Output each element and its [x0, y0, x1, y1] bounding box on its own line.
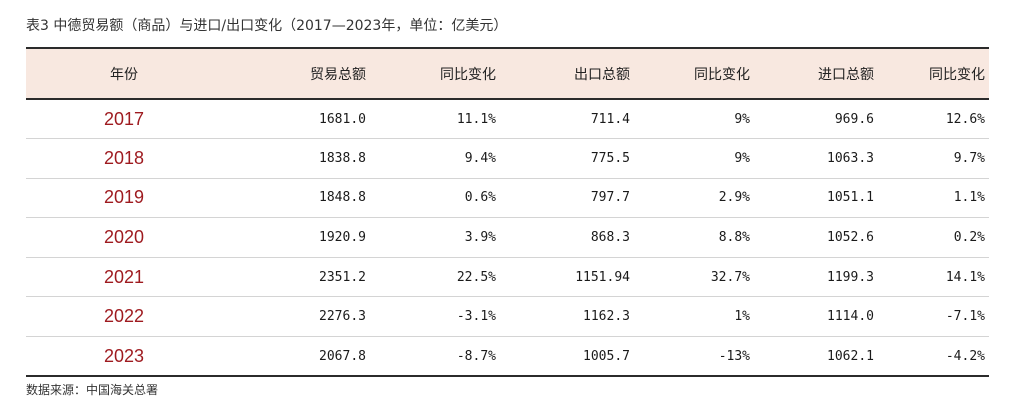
cell-import-yoy: -4.2% [945, 348, 985, 364]
cell-import-total: 1062.1 [827, 348, 874, 364]
cell-import-total: 1063.3 [827, 150, 874, 166]
cell-total-trade: 2276.3 [319, 309, 366, 325]
cell-export-total: 1151.94 [575, 269, 630, 285]
cell-import-yoy: 1.1% [953, 190, 985, 206]
cell-export-yoy: 9% [734, 111, 750, 127]
cell-total-yoy: -3.1% [456, 309, 496, 325]
cell-total-yoy: 22.5% [456, 269, 496, 285]
cell-year: 2023 [103, 345, 145, 366]
table-header-row: 年份 贸易总额 同比变化 出口总额 同比变化 进口总额 同比变化 [26, 48, 989, 99]
cell-year: 2022 [103, 306, 145, 327]
cell-import-yoy: 14.1% [945, 269, 985, 285]
table-row: 2021 2351.2 22.5% 1151.94 32.7% 1199.3 1… [26, 257, 989, 297]
cell-export-yoy: 2.9% [718, 190, 750, 206]
table-row: 2020 1920.9 3.9% 868.3 8.8% 1052.6 0.2% [26, 218, 989, 258]
cell-total-trade: 2067.8 [319, 348, 366, 364]
header-total-yoy: 同比变化 [440, 66, 496, 83]
cell-export-total: 711.4 [590, 111, 630, 127]
cell-total-trade: 2351.2 [319, 269, 366, 285]
header-total-trade: 贸易总额 [310, 66, 366, 83]
header-year: 年份 [110, 66, 138, 83]
table-row: 2018 1838.8 9.4% 775.5 9% 1063.3 9.7% [26, 139, 989, 179]
table-row: 2023 2067.8 -8.7% 1005.7 -13% 1062.1 -4.… [26, 337, 989, 377]
cell-year: 2017 [103, 108, 145, 129]
cell-import-total: 1051.1 [827, 190, 874, 206]
cell-total-yoy: 9.4% [464, 150, 496, 166]
cell-export-yoy: 1% [734, 309, 750, 325]
cell-import-total: 1199.3 [827, 269, 874, 285]
trade-table: 年份 贸易总额 同比变化 出口总额 同比变化 进口总额 同比变化 2017 16… [26, 47, 989, 377]
cell-import-yoy: 12.6% [945, 111, 985, 127]
cell-export-total: 775.5 [590, 150, 630, 166]
cell-export-total: 1005.7 [583, 348, 630, 364]
cell-total-trade: 1681.0 [319, 111, 366, 127]
header-import-yoy: 同比变化 [929, 66, 985, 83]
cell-year: 2021 [103, 266, 145, 287]
table-caption: 表3 中德贸易额（商品）与进口/出口变化（2017—2023年，单位：亿美元） [26, 18, 508, 34]
cell-import-total: 1114.0 [827, 309, 874, 325]
cell-total-trade: 1920.9 [319, 230, 366, 246]
table-row: 2017 1681.0 11.1% 711.4 9% 969.6 12.6% [26, 99, 989, 139]
cell-import-yoy: 9.7% [953, 150, 985, 166]
cell-year: 2020 [103, 227, 145, 248]
cell-year: 2019 [103, 187, 145, 208]
cell-import-total: 1052.6 [827, 230, 874, 246]
header-export-yoy: 同比变化 [694, 66, 750, 83]
cell-export-total: 868.3 [590, 230, 630, 246]
cell-export-yoy: 32.7% [710, 269, 750, 285]
cell-import-yoy: 0.2% [953, 230, 985, 246]
cell-total-trade: 1848.8 [319, 190, 366, 206]
source-note: 数据来源：中国海关总署 [26, 383, 159, 397]
header-export-total: 出口总额 [574, 66, 630, 83]
cell-year: 2018 [103, 147, 145, 168]
cell-total-yoy: 0.6% [464, 190, 496, 206]
cell-total-yoy: -8.7% [456, 348, 496, 364]
cell-total-yoy: 3.9% [464, 230, 496, 246]
cell-total-yoy: 11.1% [456, 111, 496, 127]
cell-import-yoy: -7.1% [945, 309, 985, 325]
cell-export-yoy: 9% [734, 150, 750, 166]
table-row: 2019 1848.8 0.6% 797.7 2.9% 1051.1 1.1% [26, 178, 989, 218]
header-import-total: 进口总额 [818, 66, 874, 83]
cell-export-yoy: 8.8% [718, 230, 750, 246]
cell-export-yoy: -13% [718, 348, 750, 364]
cell-export-total: 1162.3 [583, 309, 630, 325]
trade-table-container: 年份 贸易总额 同比变化 出口总额 同比变化 进口总额 同比变化 2017 16… [26, 47, 989, 377]
cell-import-total: 969.6 [834, 111, 874, 127]
cell-export-total: 797.7 [590, 190, 630, 206]
cell-total-trade: 1838.8 [319, 150, 366, 166]
table-row: 2022 2276.3 -3.1% 1162.3 1% 1114.0 -7.1% [26, 297, 989, 337]
